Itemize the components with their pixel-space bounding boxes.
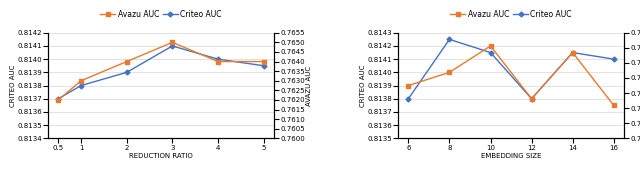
Avazu AUC [123,60,131,63]
Criteo AUC [404,98,412,100]
Line: Criteo AUC: Criteo AUC [406,38,616,100]
Legend: Avazu AUC, Criteo AUC: Avazu AUC, Criteo AUC [97,7,225,22]
Avazu AUC [214,60,222,63]
Criteo AUC [528,98,536,100]
Criteo AUC [569,52,577,54]
Criteo AUC [214,58,222,60]
Criteo AUC [486,52,494,54]
Criteo AUC [610,58,618,60]
Avazu AUC [445,71,453,74]
Avazu AUC [486,45,494,47]
Avazu AUC [569,52,577,54]
Criteo AUC [260,65,268,67]
Avazu AUC [168,41,176,43]
Avazu AUC [404,84,412,87]
Avazu AUC [528,98,536,100]
Criteo AUC [54,98,62,100]
Avazu AUC [260,60,268,63]
Legend: Avazu AUC, Criteo AUC: Avazu AUC, Criteo AUC [447,7,575,22]
Criteo AUC [168,45,176,47]
Criteo AUC [77,84,85,87]
X-axis label: EMBEDDING SIZE: EMBEDDING SIZE [481,153,541,159]
Avazu AUC [610,104,618,106]
Y-axis label: AVAZU AUC: AVAZU AUC [307,66,312,106]
Avazu AUC [77,80,85,82]
Line: Criteo AUC: Criteo AUC [56,44,266,100]
Avazu AUC [54,99,62,101]
Y-axis label: CRITEO AUC: CRITEO AUC [360,64,365,107]
Criteo AUC [445,38,453,40]
Criteo AUC [123,71,131,74]
Y-axis label: CRITEO AUC: CRITEO AUC [10,64,15,107]
Line: Avazu AUC: Avazu AUC [406,44,616,107]
X-axis label: REDUCTION RATIO: REDUCTION RATIO [129,153,193,159]
Line: Avazu AUC: Avazu AUC [56,41,266,102]
